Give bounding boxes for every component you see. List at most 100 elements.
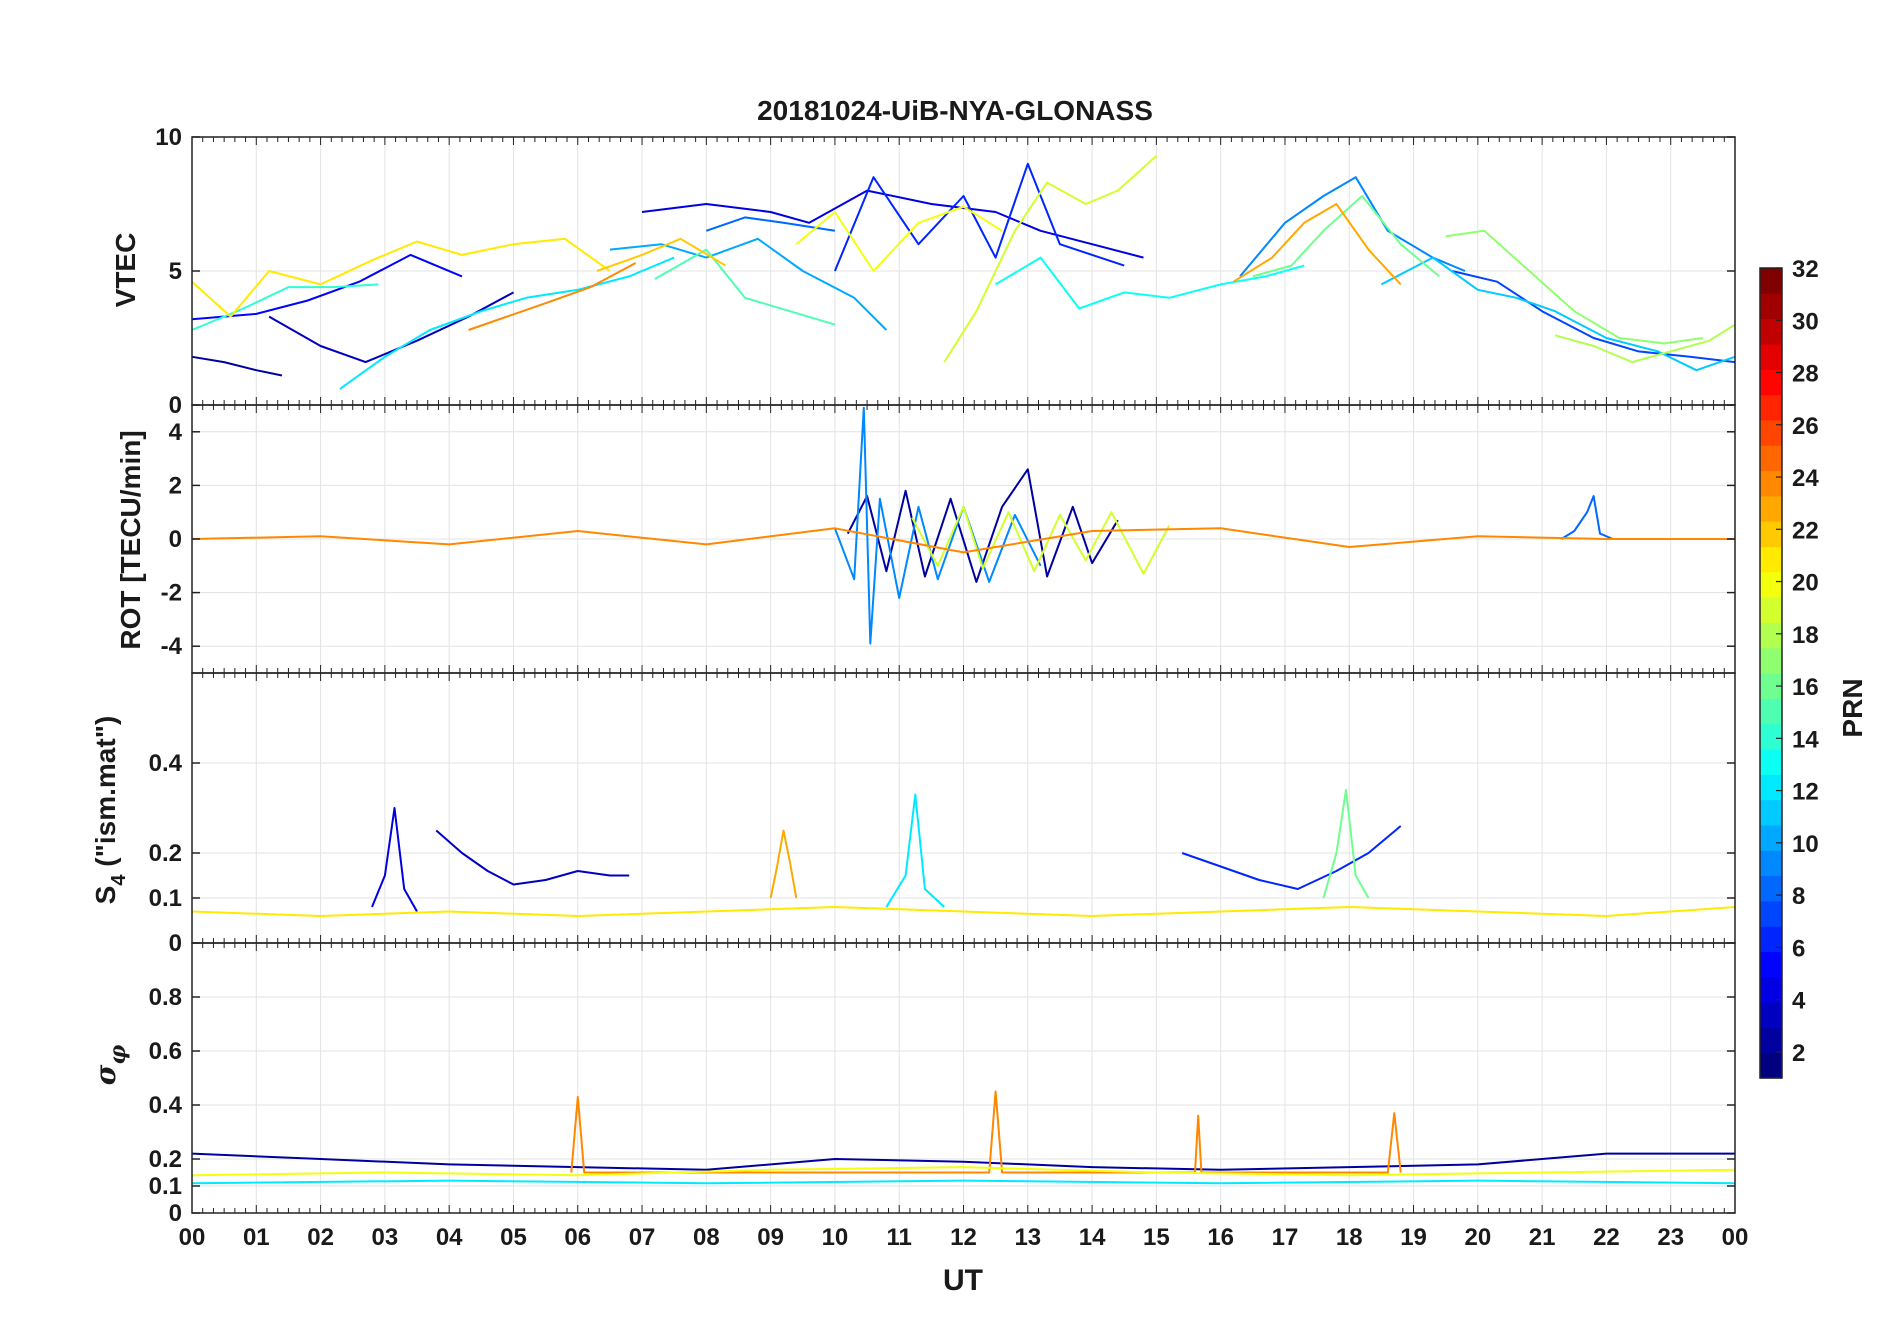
x-tick-label: 20 [1464, 1224, 1491, 1251]
colorbar-frame [1759, 267, 1783, 1079]
colorbar-segment [1760, 546, 1782, 573]
colorbar-tick-label: 20 [1792, 570, 1819, 597]
colorbar-segment [1760, 571, 1782, 598]
sigma-phi-panel: 00.10.2 0.4 0.6 0.8 00 01 02 03 04 05 06 07 08 09 10 11… [149, 942, 1749, 1251]
rot-panel: -4 -2 0 2 4 [161, 404, 1736, 674]
series-line-prn-17 [1445, 229, 1704, 345]
colorbar-segment [1760, 597, 1782, 623]
series-line-prn-11 [1380, 256, 1736, 372]
series-line-prn-22 [596, 237, 727, 272]
x-tick-label: 08 [693, 1224, 720, 1251]
series-line-prn-24 [191, 527, 1735, 554]
colorbar-segment [1760, 774, 1782, 801]
x-tick-label: 00 [1722, 1224, 1749, 1251]
colorbar-tick-label: 24 [1792, 465, 1819, 492]
x-tick-label: 18 [1336, 1224, 1363, 1251]
colorbar-segment [1760, 343, 1782, 370]
series-line-prn-4 [641, 189, 1144, 259]
colorbar-tick-label: 6 [1792, 935, 1805, 962]
x-tick-label: 11 [887, 1224, 912, 1251]
series-line-prn-14 [191, 283, 379, 331]
y-tick-label: 0.2 [149, 1146, 182, 1173]
colorbar-segment [1760, 268, 1782, 294]
y-tick-label: 0 [169, 930, 182, 957]
colorbar-segment [1760, 850, 1782, 877]
colorbar-segment [1760, 470, 1782, 497]
y-tick-label: 0.8 [149, 984, 182, 1011]
colorbar-segment [1760, 875, 1782, 902]
series-line-prn-9 [833, 406, 1042, 645]
chart-title: 20181024-UiB-NYA-GLONASS [757, 95, 1153, 126]
series-line-prn-23 [1232, 203, 1402, 286]
colorbar-segment [1760, 926, 1782, 953]
x-tick-label: 19 [1400, 1224, 1427, 1251]
series-line-prn-20 [795, 205, 1003, 272]
series-line-prn-8 [705, 216, 836, 232]
colorbar-segment [1760, 445, 1782, 472]
colorbar-tick-label: 22 [1792, 517, 1819, 544]
x-tick-label: 03 [372, 1224, 399, 1251]
colorbar-segment [1760, 900, 1782, 927]
x-tick-label: 02 [307, 1224, 334, 1251]
colorbar-segment [1760, 647, 1782, 674]
colorbar-segment [1760, 394, 1782, 421]
vtec-ylabel: VTEC [110, 233, 141, 308]
x-axis-label: UT [943, 1264, 983, 1297]
s4-label-rest: ("ism.mat") [90, 716, 121, 875]
x-tick-label: 22 [1593, 1224, 1620, 1251]
s4-panel: 0 0.1 0.2 0.4 [149, 672, 1736, 957]
colorbar-segment [1760, 293, 1782, 320]
x-tick-label: 00 [179, 1224, 206, 1251]
x-tick-label: 15 [1143, 1224, 1170, 1251]
series-line-prn-24 [468, 262, 637, 331]
x-tick-label: 12 [950, 1224, 977, 1251]
series-line-prn-2 [846, 468, 1119, 583]
rot-ylabel: ROT [TECU/min] [115, 430, 146, 649]
colorbar-tick-label: 8 [1792, 883, 1805, 910]
series-line-prn-24 [570, 1090, 1402, 1174]
y-tick-label: 0 [169, 1200, 182, 1227]
colorbar-segment [1760, 1002, 1782, 1028]
colorbar-segment [1760, 622, 1782, 649]
series-line-prn-8 [1560, 495, 1614, 540]
series-line-prn-10 [609, 237, 888, 331]
x-tick-label: 07 [629, 1224, 656, 1251]
colorbar-tick-label: 12 [1792, 779, 1819, 806]
y-tick-label: 0 [169, 392, 182, 419]
colorbar-label: PRN [1837, 678, 1868, 737]
series-line-prn-16 [1252, 195, 1440, 278]
series-line-prn-16 [1322, 789, 1370, 899]
y-tick-label: 0.2 [149, 840, 182, 867]
series-line-prn-6 [833, 162, 1125, 272]
series-line-prn-19 [911, 505, 1171, 575]
series-line-prn-15 [654, 248, 836, 326]
colorbar-tick-label: 28 [1792, 361, 1819, 388]
s4-subscript: 4 [108, 874, 130, 886]
x-tick-label: 05 [500, 1224, 527, 1251]
colorbar-segment [1760, 976, 1782, 1003]
colorbar-tick-label: 10 [1792, 831, 1819, 858]
series-line-prn-12 [885, 793, 945, 908]
colorbar-tick-label: 30 [1792, 308, 1819, 335]
y-tick-label: 2 [169, 472, 182, 499]
x-tick-label: 04 [436, 1224, 463, 1251]
x-tick-label: 14 [1079, 1224, 1106, 1251]
x-tick-label: 10 [822, 1224, 849, 1251]
y-tick-label: 0.6 [149, 1038, 182, 1065]
x-tick-label: 21 [1529, 1224, 1556, 1251]
colorbar-segment [1760, 1027, 1782, 1054]
x-tick-label: 09 [757, 1224, 784, 1251]
sigma-phi-ylabel: σφ [89, 1045, 131, 1086]
series-line-prn-7 [1451, 270, 1736, 364]
colorbar-tick-label: 18 [1792, 622, 1819, 649]
x-tick-label: 13 [1014, 1224, 1041, 1251]
x-tick-label: 06 [564, 1224, 591, 1251]
sigma-subscript: φ [105, 1045, 131, 1065]
series-line-prn-5 [191, 253, 463, 321]
colorbar-tick-label: 14 [1792, 726, 1819, 753]
colorbar-segment [1760, 1052, 1782, 1079]
s4-ylabel: S4 ("ism.mat") [90, 716, 130, 905]
series-line-prn-18 [1554, 323, 1736, 364]
